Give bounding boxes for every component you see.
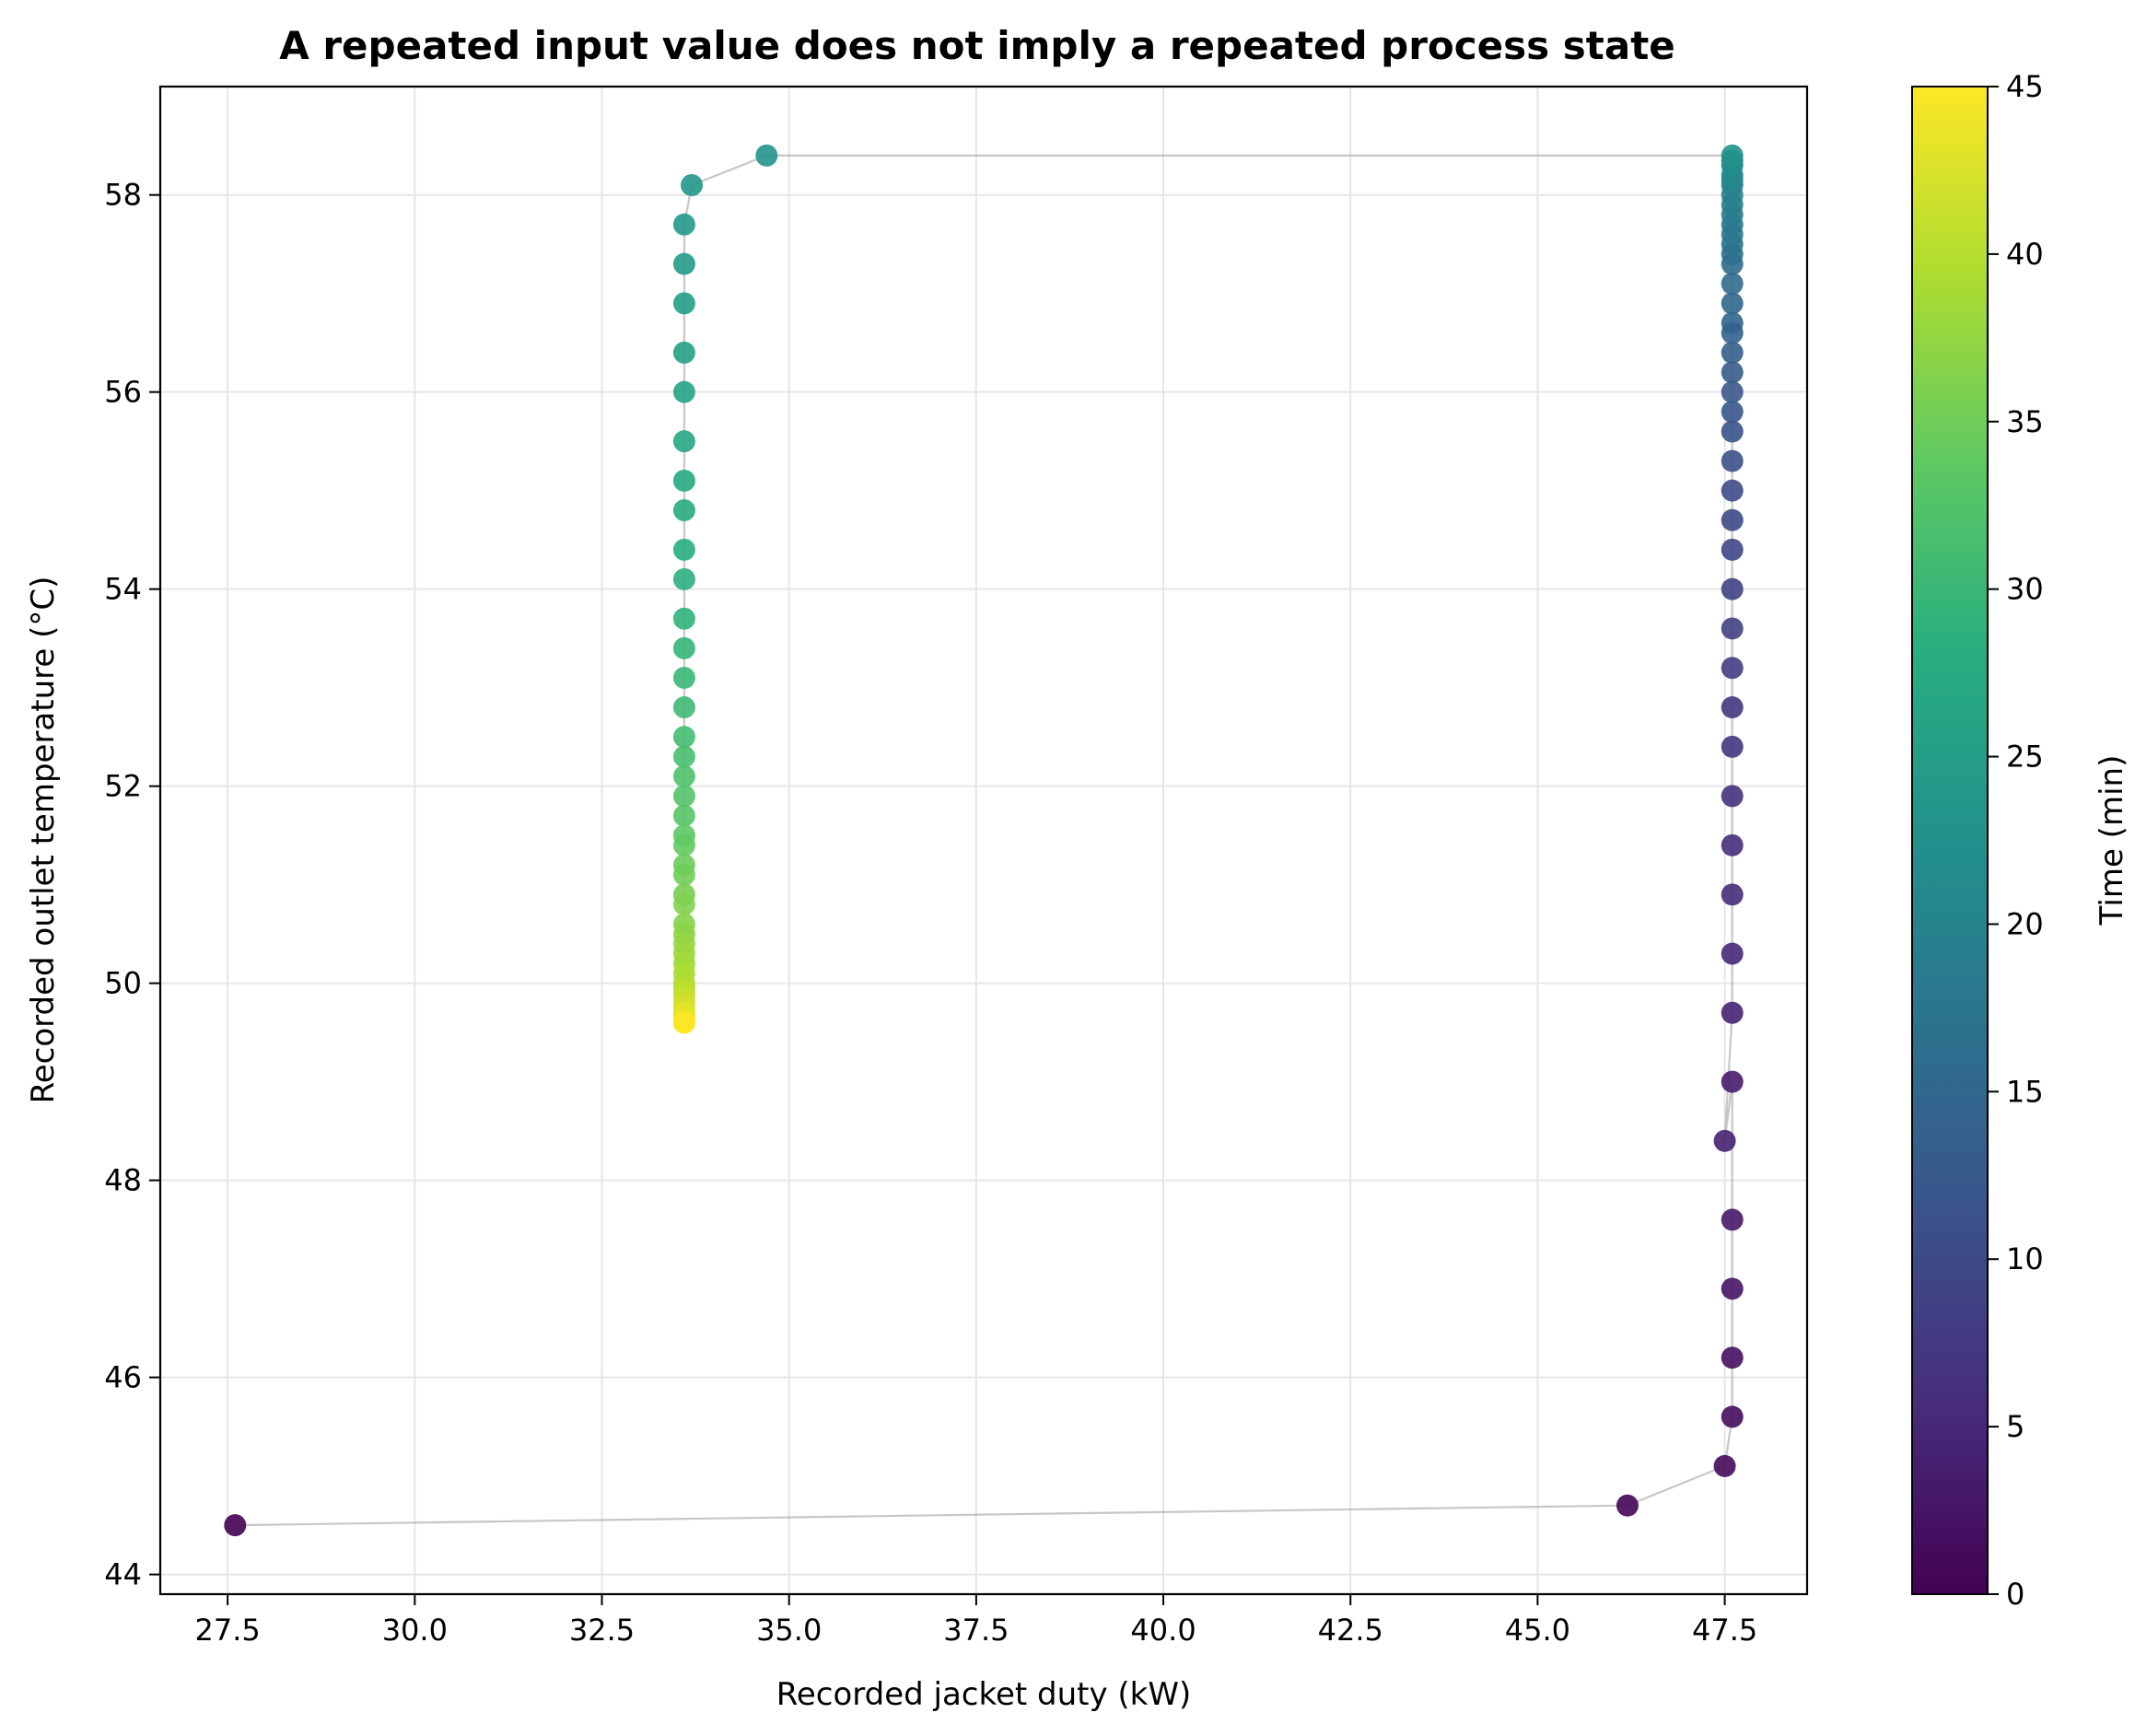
y-tick-label: 44 <box>104 1557 142 1592</box>
data-point <box>1721 1208 1744 1231</box>
y-tick-label: 46 <box>104 1360 142 1395</box>
data-point <box>672 764 695 787</box>
colorbar-tick-label: 20 <box>2006 906 2044 941</box>
colorbar-tick-label: 5 <box>2006 1409 2024 1444</box>
data-point <box>1721 361 1744 384</box>
y-tick-label: 50 <box>104 966 142 1001</box>
colorbar <box>1911 86 1989 1595</box>
colorbar-tick-label: 15 <box>2006 1074 2044 1109</box>
data-point <box>672 538 695 561</box>
data-point <box>672 863 695 886</box>
data-point <box>672 785 695 808</box>
data-point <box>1721 508 1744 531</box>
data-point <box>1721 617 1744 640</box>
data-point <box>1721 1346 1744 1369</box>
trajectory-line <box>235 154 1733 1527</box>
data-point <box>1721 735 1744 758</box>
data-point <box>1713 1454 1736 1477</box>
colorbar-tick-label: 10 <box>2006 1241 2044 1276</box>
x-tick-label: 42.5 <box>1318 1613 1383 1648</box>
data-point <box>672 1011 695 1034</box>
y-axis-ticks: 44 46 48 50 52 54 56 58 <box>104 178 160 1592</box>
data-point <box>1721 1405 1744 1428</box>
data-point <box>681 173 704 196</box>
data-point <box>672 607 695 630</box>
data-point <box>672 666 695 689</box>
data-point <box>1721 883 1744 906</box>
data-point <box>672 804 695 827</box>
y-tick-label: 54 <box>104 572 142 607</box>
colorbar-tick-label: 45 <box>2006 69 2044 104</box>
data-point <box>1721 538 1744 561</box>
data-point <box>1721 1001 1744 1024</box>
x-tick-label: 30.0 <box>382 1613 448 1648</box>
data-point <box>755 144 778 167</box>
data-point <box>1721 144 1744 167</box>
data-point <box>672 499 695 522</box>
data-point <box>1721 785 1744 808</box>
data-point <box>672 833 695 856</box>
colorbar-tick-label: 0 <box>2006 1577 2024 1612</box>
data-point <box>1721 272 1744 295</box>
data-point <box>1721 311 1744 334</box>
y-axis-label: Recorded outlet temperature (°C) <box>25 577 62 1104</box>
data-point <box>672 380 695 403</box>
y-tick-label: 48 <box>104 1163 142 1198</box>
x-tick-label: 32.5 <box>569 1613 635 1648</box>
x-tick-label: 40.0 <box>1130 1613 1196 1648</box>
data-point <box>1721 833 1744 856</box>
data-point <box>1721 401 1744 424</box>
colorbar-ticks: 0 5 10 15 20 25 30 35 40 45 <box>1988 69 2044 1612</box>
y-tick-label: 58 <box>104 178 142 213</box>
chart-title: A repeated input value does not imply a … <box>279 23 1675 68</box>
colorbar-tick-label: 40 <box>2006 237 2044 272</box>
x-axis-ticks: 27.5 30.0 32.5 35.0 37.5 40.0 42.5 45.0 47.5 <box>195 1594 1757 1648</box>
grid <box>160 87 1807 1594</box>
data-point <box>672 726 695 749</box>
data-point <box>672 252 695 275</box>
colorbar-tick-label: 25 <box>2006 740 2044 775</box>
data-point <box>672 567 695 590</box>
data-point <box>672 893 695 916</box>
data-point <box>672 213 695 236</box>
data-point <box>1721 420 1744 443</box>
data-point <box>1721 341 1744 364</box>
colorbar-tick-label: 35 <box>2006 404 2044 439</box>
data-point <box>1721 1070 1744 1093</box>
colorbar-label: Time (min) <box>2094 755 2130 926</box>
data-point <box>1721 942 1744 965</box>
scatter-points <box>224 144 1744 1537</box>
x-tick-label: 37.5 <box>943 1613 1009 1648</box>
data-point <box>672 745 695 768</box>
plot-frame <box>158 85 1809 1596</box>
x-tick-label: 47.5 <box>1692 1613 1757 1648</box>
data-point <box>672 636 695 659</box>
data-point <box>1721 449 1744 472</box>
data-point <box>672 430 695 453</box>
x-tick-label: 35.0 <box>756 1613 822 1648</box>
data-point <box>1616 1494 1639 1517</box>
y-tick-label: 56 <box>104 375 142 410</box>
data-point <box>224 1514 247 1537</box>
colorbar-tick-label: 30 <box>2006 572 2044 607</box>
data-point <box>1721 696 1744 719</box>
data-point <box>1721 577 1744 600</box>
x-tick-label: 27.5 <box>195 1613 261 1648</box>
data-point <box>672 469 695 492</box>
y-tick-label: 52 <box>104 769 142 804</box>
x-axis-label: Recorded jacket duty (kW) <box>776 1676 1192 1713</box>
data-point <box>672 292 695 315</box>
data-point <box>1721 479 1744 502</box>
x-tick-label: 45.0 <box>1505 1613 1570 1648</box>
data-point <box>1721 380 1744 403</box>
data-point <box>1713 1129 1736 1152</box>
data-point <box>1721 292 1744 315</box>
data-point <box>1721 657 1744 680</box>
data-point <box>672 341 695 364</box>
data-point <box>1721 1277 1744 1300</box>
data-point <box>672 696 695 719</box>
connecting-line <box>235 154 1733 1527</box>
